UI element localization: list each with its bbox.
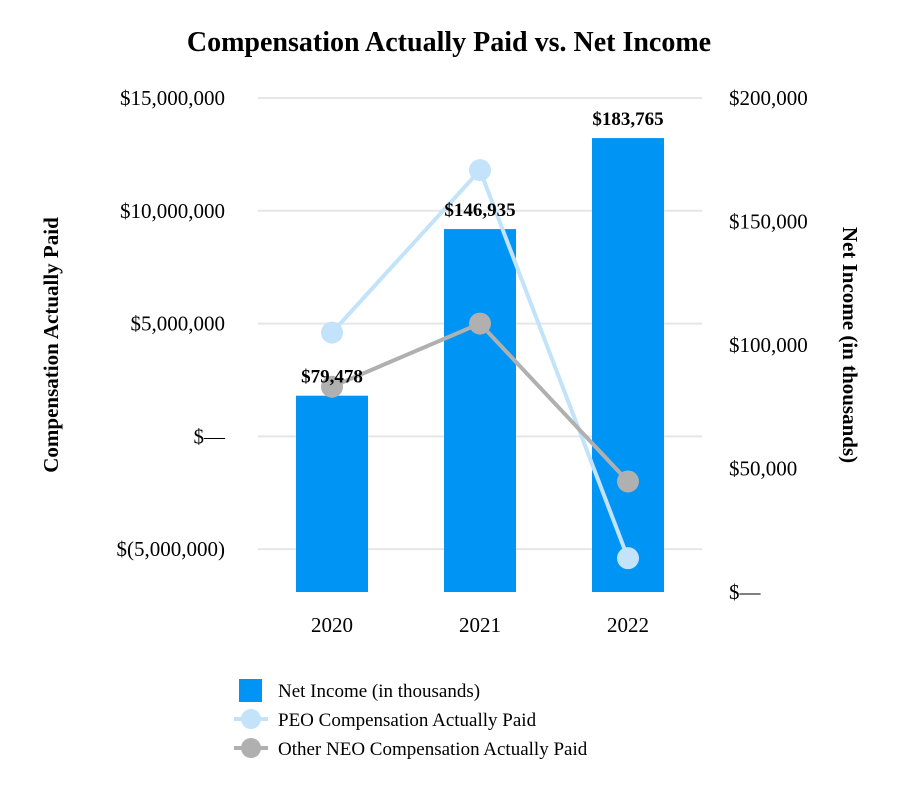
legend-item-peo: PEO Compensation Actually Paid xyxy=(234,709,537,731)
bar-data-label: $79,478 xyxy=(301,367,363,388)
right-tick-label: $150,000 xyxy=(729,210,808,234)
right-tick-label: $— xyxy=(729,580,762,604)
legend-label-other-neo: Other NEO Compensation Actually Paid xyxy=(278,739,588,760)
point-other-neo-2020 xyxy=(321,375,343,398)
bar-data-label: $183,765 xyxy=(592,109,663,130)
legend: Net Income (in thousands) PEO Compensati… xyxy=(234,679,588,760)
point-peo-2021 xyxy=(469,159,491,182)
left-axis-ticks: $15,000,000 $10,000,000 $5,000,000 $— $(5,00… xyxy=(117,86,227,561)
legend-item-net-income: Net Income (in thousands) xyxy=(239,679,480,702)
chart-title: Compensation Actually Paid vs. Net Incom… xyxy=(187,27,711,58)
x-tick-label: 2020 xyxy=(311,613,353,637)
legend-label-net-income: Net Income (in thousands) xyxy=(278,681,480,702)
point-other-neo-2022 xyxy=(617,470,639,493)
bar-net-income-2022 xyxy=(592,138,664,592)
point-peo-2020 xyxy=(321,321,343,344)
right-axis-ticks: $200,000 $150,000 $100,000 $50,000 $— xyxy=(729,86,808,604)
point-other-neo-2021 xyxy=(469,312,491,335)
bar-data-label: $146,935 xyxy=(444,200,515,221)
bars xyxy=(296,138,664,592)
legend-marker-peo xyxy=(241,709,261,729)
left-tick-label: $15,000,000 xyxy=(120,86,225,110)
right-axis-label: Net Income (in thousands) xyxy=(838,227,862,463)
x-tick-label: 2021 xyxy=(459,613,501,637)
legend-label-peo: PEO Compensation Actually Paid xyxy=(278,710,537,731)
right-tick-label: $200,000 xyxy=(729,86,808,110)
legend-marker-other-neo xyxy=(241,738,261,758)
legend-item-other-neo: Other NEO Compensation Actually Paid xyxy=(234,738,588,760)
x-axis-ticks: 2020 2021 2022 xyxy=(311,613,649,637)
bar-net-income-2021 xyxy=(444,229,516,592)
lines xyxy=(321,159,639,570)
x-tick-label: 2022 xyxy=(607,613,649,637)
bar-data-labels: $79,478 $146,935 $183,765 xyxy=(301,109,664,388)
right-tick-label: $50,000 xyxy=(729,457,797,481)
left-tick-label: $10,000,000 xyxy=(120,199,225,223)
left-tick-label: $5,000,000 xyxy=(131,312,226,336)
legend-swatch-net-income xyxy=(239,679,262,702)
bar-net-income-2020 xyxy=(296,395,368,592)
left-tick-label: $(5,000,000) xyxy=(117,537,226,561)
point-peo-2022 xyxy=(617,547,639,570)
left-tick-label: $— xyxy=(194,424,227,448)
right-tick-label: $100,000 xyxy=(729,333,808,357)
left-axis-label: Compensation Actually Paid xyxy=(39,217,63,473)
